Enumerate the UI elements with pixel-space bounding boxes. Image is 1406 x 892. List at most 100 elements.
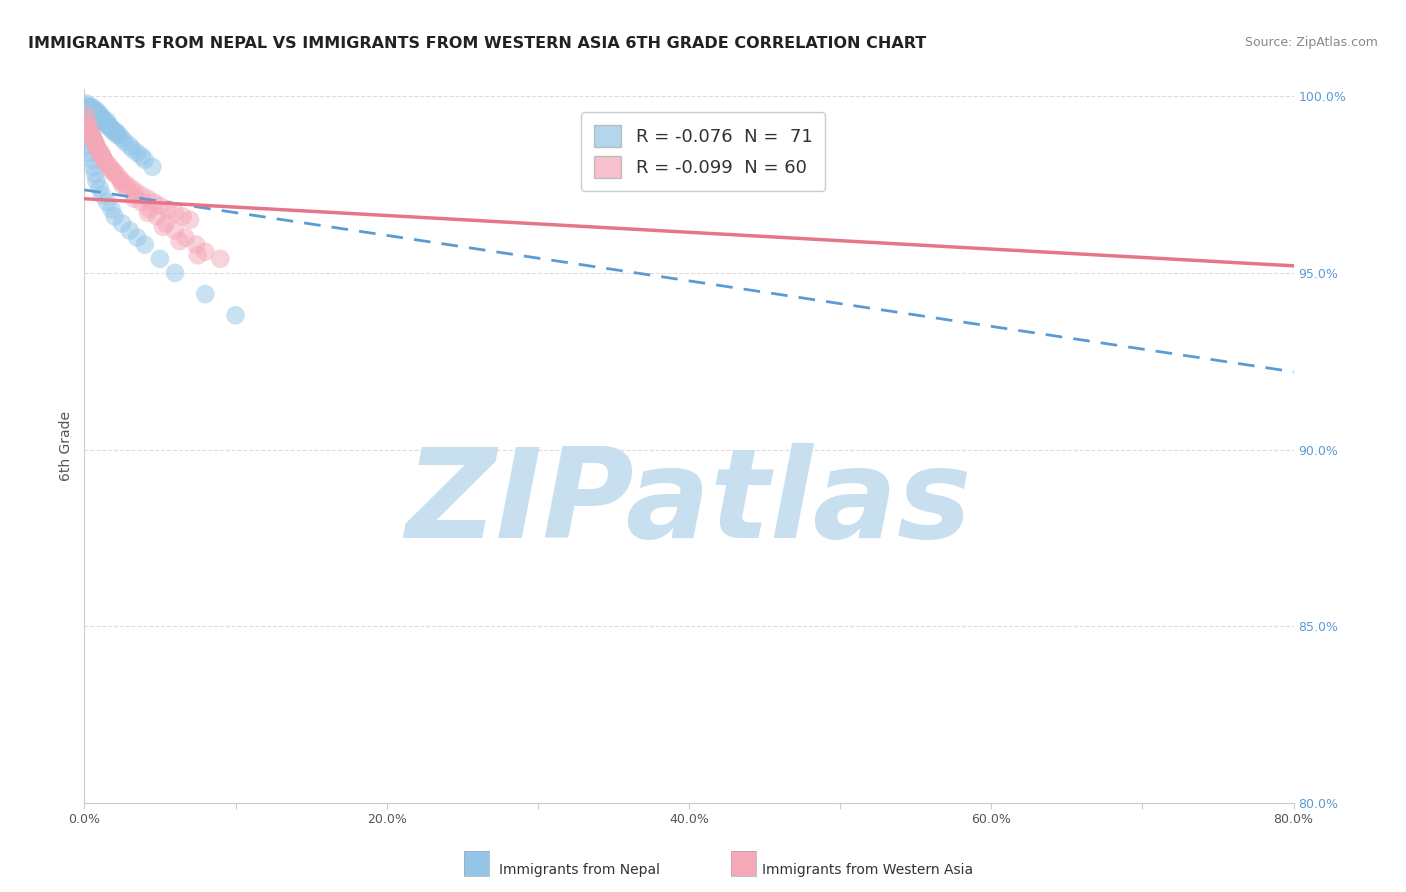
Point — [138, 202, 160, 217]
Point — [87, 107, 110, 121]
Legend: R = -0.076  N =  71, R = -0.099  N = 60: R = -0.076 N = 71, R = -0.099 N = 60 — [582, 112, 825, 191]
Point — [108, 170, 131, 185]
Point — [79, 107, 101, 121]
Point — [225, 308, 247, 322]
Point — [111, 178, 134, 192]
Text: IMMIGRANTS FROM NEPAL VS IMMIGRANTS FROM WESTERN ASIA 6TH GRADE CORRELATION CHAR: IMMIGRANTS FROM NEPAL VS IMMIGRANTS FROM… — [28, 36, 927, 51]
Point — [142, 195, 165, 210]
Point — [89, 114, 111, 128]
Point — [110, 174, 132, 188]
Point — [118, 138, 141, 153]
Point — [84, 167, 107, 181]
Point — [194, 244, 217, 259]
Point — [136, 192, 159, 206]
Point — [98, 160, 121, 174]
Point — [149, 199, 172, 213]
Point — [156, 202, 179, 217]
Point — [93, 114, 115, 128]
Y-axis label: 6th Grade: 6th Grade — [59, 411, 73, 481]
Point — [82, 131, 104, 145]
Point — [91, 111, 114, 125]
Point — [96, 114, 118, 128]
Point — [87, 111, 110, 125]
Point — [155, 216, 177, 230]
Point — [79, 125, 101, 139]
Point — [131, 195, 153, 210]
Point — [105, 125, 128, 139]
Point — [209, 252, 232, 266]
Point — [77, 121, 100, 136]
Point — [75, 107, 97, 121]
Point — [104, 210, 127, 224]
Point — [79, 125, 101, 139]
Point — [82, 160, 104, 174]
Point — [174, 230, 197, 244]
Point — [97, 118, 120, 132]
Point — [104, 125, 127, 139]
Point — [75, 125, 97, 139]
Point — [77, 107, 100, 121]
Point — [115, 178, 138, 192]
Point — [118, 223, 141, 237]
Point — [96, 156, 118, 170]
Point — [90, 145, 112, 160]
Point — [77, 138, 100, 153]
Point — [77, 100, 100, 114]
Point — [104, 167, 127, 181]
Point — [101, 125, 124, 139]
Point — [111, 131, 134, 145]
Point — [146, 210, 169, 224]
Point — [111, 174, 134, 188]
Point — [127, 145, 149, 160]
Point — [127, 230, 149, 244]
Point — [94, 118, 117, 132]
Point — [84, 135, 107, 149]
Point — [76, 103, 98, 118]
Point — [98, 121, 121, 136]
Point — [122, 192, 145, 206]
Point — [86, 114, 108, 128]
Point — [172, 210, 194, 224]
Point — [86, 174, 108, 188]
Point — [89, 181, 111, 195]
Text: Immigrants from Western Asia: Immigrants from Western Asia — [762, 863, 973, 877]
Point — [165, 266, 187, 280]
Point — [80, 103, 103, 118]
Point — [86, 103, 108, 118]
Point — [93, 153, 115, 167]
Point — [134, 237, 156, 252]
Point — [86, 107, 108, 121]
Point — [111, 216, 134, 230]
Point — [100, 163, 122, 178]
Point — [80, 128, 103, 142]
Point — [86, 138, 108, 153]
Point — [76, 118, 98, 132]
Point — [122, 188, 145, 202]
Point — [91, 188, 114, 202]
Point — [76, 114, 98, 128]
Point — [90, 111, 112, 125]
Point — [82, 131, 104, 145]
Point — [93, 153, 115, 167]
Point — [79, 145, 101, 160]
Point — [187, 248, 209, 262]
Point — [165, 206, 187, 220]
Point — [120, 181, 142, 195]
Point — [77, 121, 100, 136]
Point — [82, 103, 104, 118]
Point — [84, 103, 107, 118]
Point — [77, 103, 100, 118]
Point — [96, 195, 118, 210]
Point — [125, 185, 148, 199]
Point — [76, 100, 98, 114]
Text: ZIPatlas: ZIPatlas — [406, 442, 972, 564]
Point — [89, 145, 111, 160]
Point — [84, 107, 107, 121]
Point — [149, 252, 172, 266]
Point — [90, 114, 112, 128]
Point — [136, 206, 159, 220]
Point — [186, 237, 208, 252]
Point — [87, 142, 110, 156]
Point — [107, 128, 129, 142]
Point — [121, 142, 143, 156]
